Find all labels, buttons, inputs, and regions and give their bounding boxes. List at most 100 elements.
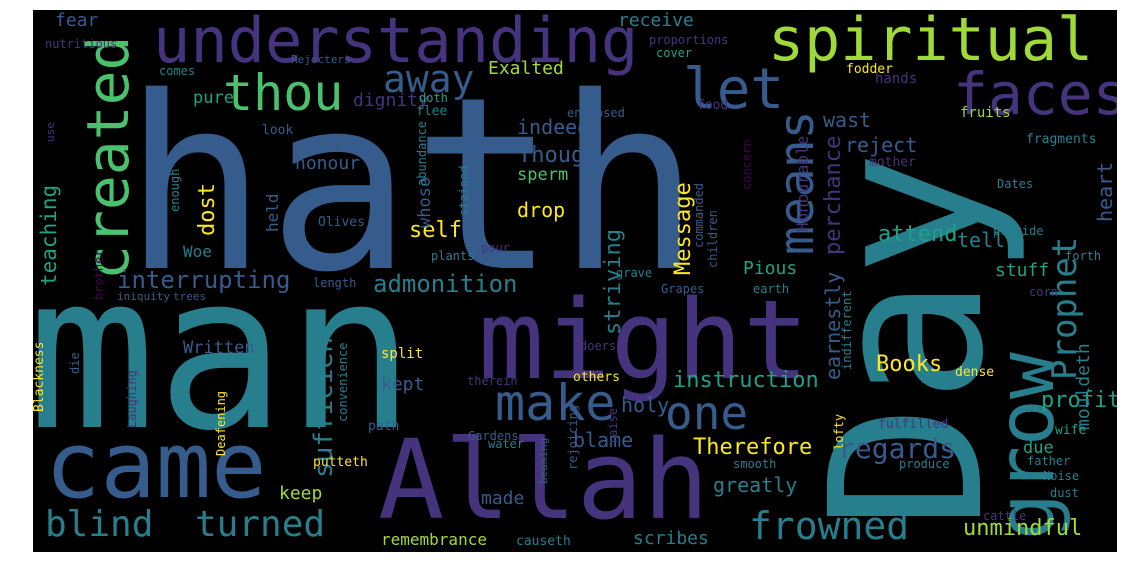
- word: make: [495, 374, 616, 432]
- word: cover: [656, 46, 693, 60]
- word: created: [74, 35, 142, 280]
- word: corn: [1029, 285, 1058, 299]
- word: rejoicing: [566, 404, 580, 470]
- word: others: [573, 370, 620, 385]
- word: Allah: [378, 416, 710, 544]
- word: Grapes: [661, 282, 705, 296]
- word: tell: [957, 228, 1006, 252]
- word: Rejecters: [291, 53, 351, 66]
- word: father: [1027, 454, 1071, 468]
- word: profit: [1041, 388, 1117, 413]
- word: unmindful: [963, 516, 1083, 541]
- word: cattle: [983, 509, 1027, 523]
- word: Books: [876, 352, 943, 377]
- word: raise: [606, 407, 620, 444]
- word: away: [383, 57, 475, 101]
- word: dost: [195, 183, 220, 236]
- word: Honourable: [793, 135, 812, 232]
- word: Laughing: [125, 370, 139, 428]
- word: doers: [580, 339, 617, 353]
- word: teaching: [37, 184, 61, 286]
- word: produce: [899, 457, 950, 471]
- word: Noise: [1043, 469, 1080, 483]
- word: putteth: [313, 455, 368, 470]
- word: self: [409, 218, 462, 243]
- word: hands: [875, 71, 918, 87]
- word: wife: [1055, 423, 1087, 438]
- word: plants: [431, 249, 475, 263]
- word: remembrance: [381, 530, 487, 549]
- word: flee: [416, 104, 448, 119]
- word: honour: [295, 153, 361, 174]
- word: Written: [183, 338, 255, 358]
- word: provide: [993, 224, 1044, 238]
- word: hath: [123, 45, 701, 325]
- word: fulfilled: [878, 417, 949, 432]
- word: perchance: [821, 135, 846, 255]
- word: made: [481, 488, 525, 509]
- word: water: [488, 437, 525, 451]
- word: brother: [92, 249, 106, 300]
- word: commanded: [692, 182, 706, 248]
- word: greatly: [713, 473, 798, 497]
- word: Blackness: [33, 341, 47, 412]
- word: earth: [753, 282, 790, 296]
- word: therein: [467, 374, 518, 388]
- word: Exalted: [488, 58, 564, 79]
- word: admonition: [373, 270, 518, 298]
- word: man: [33, 227, 416, 478]
- word: comes: [159, 64, 196, 78]
- word: fear: [55, 10, 99, 31]
- word: faces: [953, 60, 1117, 128]
- word: look: [262, 123, 294, 138]
- word: dignity: [353, 90, 429, 111]
- word-cloud: hath man Day might Allah came understand…: [33, 10, 1117, 552]
- word: indifferent: [840, 290, 854, 370]
- word: held: [263, 193, 282, 232]
- word: stuff: [995, 260, 1050, 281]
- word: understanding: [153, 10, 639, 77]
- word: use: [44, 122, 57, 142]
- word: receive: [618, 10, 694, 31]
- word: smooth: [733, 457, 777, 471]
- word: indeed: [517, 115, 590, 139]
- word: might: [478, 276, 810, 404]
- word: Therefore: [693, 435, 813, 460]
- word: Pious: [743, 258, 798, 279]
- word: one: [665, 386, 749, 440]
- word: nutritious: [45, 37, 118, 51]
- word: regards: [838, 432, 957, 465]
- word: striving: [601, 229, 626, 335]
- word: mouldeth: [1073, 343, 1094, 430]
- word: length: [313, 276, 357, 290]
- word: food: [697, 98, 729, 113]
- word: grave: [616, 266, 653, 280]
- word: frowned: [749, 504, 910, 548]
- word: interrupting: [117, 266, 291, 294]
- word: children: [706, 210, 720, 268]
- word: doth: [419, 91, 448, 105]
- word: Gardens: [468, 429, 519, 443]
- word: heart: [1093, 161, 1117, 222]
- word: fragments: [1026, 132, 1097, 147]
- word: causeth: [516, 534, 571, 549]
- word: path: [368, 419, 400, 434]
- word: concern: [740, 139, 754, 190]
- word: due: [1023, 438, 1054, 458]
- word: pour: [481, 241, 510, 255]
- word: reject: [845, 133, 918, 157]
- word: Though: [518, 143, 598, 168]
- word: dust: [1050, 486, 1079, 500]
- word: Woe: [183, 242, 212, 261]
- word: enclosed: [567, 106, 625, 120]
- word: forth: [1065, 249, 1102, 263]
- word: turned: [195, 504, 326, 545]
- word: beaming: [537, 437, 550, 484]
- word: stained: [457, 165, 471, 216]
- word: pure: [193, 88, 234, 108]
- word: proportions: [649, 33, 729, 47]
- word: blind: [45, 504, 154, 545]
- word: scribes: [633, 528, 709, 549]
- word: trees: [173, 290, 207, 303]
- word: holy: [621, 393, 670, 417]
